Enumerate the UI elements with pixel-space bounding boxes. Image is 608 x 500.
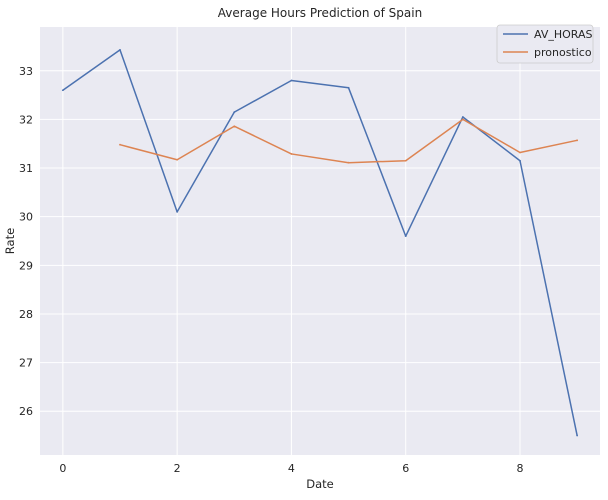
data-point-pronostico	[576, 139, 579, 142]
y-tick-label: 32	[19, 113, 33, 126]
y-tick-label: 29	[19, 259, 33, 272]
legend-label-av-horas: AV_HORAS	[534, 28, 592, 41]
data-point-pronostico	[347, 161, 350, 164]
data-point-av-horas	[404, 235, 407, 238]
data-point-av-horas	[119, 48, 121, 51]
legend: AV_HORAS pronostico	[496, 24, 594, 64]
y-tick-label: 28	[19, 308, 33, 321]
x-axis-label: Date	[306, 477, 334, 491]
chart-title: Average Hours Prediction of Spain	[218, 6, 422, 20]
data-point-pronostico	[404, 159, 407, 162]
grid	[40, 27, 600, 455]
y-tick-label: 30	[19, 211, 33, 224]
data-point-pronostico	[461, 118, 464, 121]
data-point-pronostico	[290, 153, 293, 155]
data-point-av-horas	[176, 210, 179, 213]
y-tick-label: 27	[19, 357, 33, 370]
legend-label-pronostico: pronostico	[534, 46, 592, 59]
data-point-pronostico	[519, 151, 521, 154]
tick-labels: 0 2 4 6 8 26 27 28 29 30 31 32 33	[19, 65, 524, 475]
series-line-av-horas	[62, 49, 578, 436]
x-tick-label: 2	[174, 462, 181, 475]
data-point-av-horas	[233, 111, 236, 114]
x-tick-label: 4	[288, 462, 295, 475]
data-point-pronostico	[233, 125, 236, 128]
x-tick-label: 0	[59, 462, 66, 475]
data-point-pronostico	[119, 143, 121, 146]
data-point-av-horas	[519, 159, 521, 162]
x-tick-label: 6	[402, 462, 409, 475]
data-point-pronostico	[176, 158, 179, 161]
data-point-av-horas	[461, 116, 464, 118]
data-point-av-horas	[290, 79, 293, 82]
series-layer	[61, 48, 579, 437]
y-axis-label: Rate	[3, 228, 17, 254]
data-point-av-horas	[347, 86, 350, 89]
x-tick-label: 8	[517, 462, 524, 475]
y-tick-label: 26	[19, 405, 33, 418]
plot-area	[40, 27, 600, 455]
y-tick-label: 33	[19, 65, 33, 78]
y-tick-label: 31	[19, 162, 33, 175]
data-point-av-horas	[576, 434, 579, 437]
data-point-av-horas	[61, 89, 64, 92]
